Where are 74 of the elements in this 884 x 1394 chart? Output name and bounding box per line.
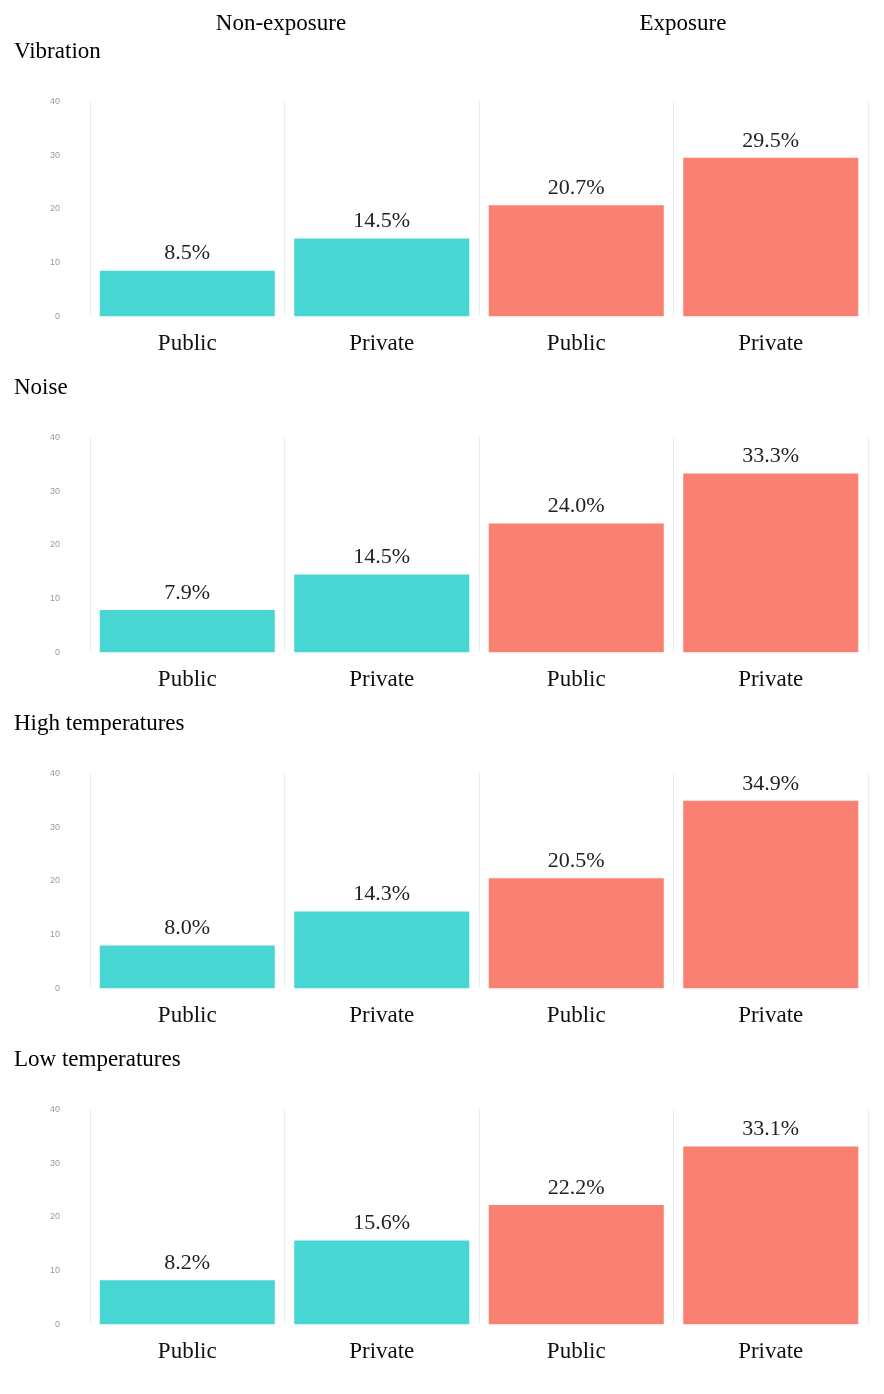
bar (99, 945, 275, 989)
chart-title: Vibration (13, 37, 102, 65)
data-label: 14.5% (353, 543, 411, 569)
x-tick-label: Private (349, 1338, 415, 1364)
y-tick-label: 30 (50, 485, 61, 496)
data-label: 8.5% (164, 239, 211, 265)
y-tick-label: 10 (50, 1265, 61, 1276)
x-tick-label: Private (738, 330, 804, 356)
bar (488, 205, 664, 317)
data-label: 8.0% (164, 914, 211, 940)
chart-title: Noise (13, 373, 69, 401)
data-label: 33.1% (742, 1115, 800, 1141)
bar (294, 911, 470, 989)
data-label: 14.3% (353, 880, 411, 906)
bar (99, 609, 275, 653)
y-tick-label: 0 (55, 1318, 61, 1329)
bar (683, 157, 859, 317)
bar (683, 1146, 859, 1325)
chart-title: High temperatures (13, 709, 186, 737)
bar (294, 1240, 470, 1325)
x-tick-label: Private (349, 1002, 415, 1028)
chart-title: Low temperatures (13, 1045, 182, 1073)
data-label: 15.6% (353, 1209, 411, 1235)
data-label: 20.7% (547, 173, 605, 199)
x-tick-label: Public (546, 1338, 606, 1364)
y-tick-label: 0 (55, 646, 61, 657)
data-label: 22.2% (547, 1173, 605, 1199)
data-label: 20.5% (547, 846, 605, 872)
x-tick-label: Private (349, 666, 415, 692)
bar (683, 473, 859, 653)
data-label: 24.0% (547, 492, 605, 518)
x-tick-label: Private (738, 1002, 804, 1028)
text: Non-exposure (214, 10, 348, 36)
y-tick-label: 10 (50, 929, 61, 940)
data-label: 33.3% (742, 442, 800, 468)
x-tick-label: Public (546, 330, 606, 356)
x-tick-label: Public (546, 1002, 606, 1028)
y-tick-label: 20 (50, 539, 61, 550)
x-tick-label: Public (157, 1338, 217, 1364)
x-tick-label: Private (738, 666, 804, 692)
bar (488, 878, 664, 989)
y-tick-label: 30 (50, 821, 61, 832)
text: Exposure (638, 10, 728, 36)
x-tick-label: Public (157, 330, 217, 356)
bar (294, 238, 470, 317)
y-tick-label: 0 (55, 982, 61, 993)
bar (683, 800, 859, 989)
y-tick-label: 40 (50, 1103, 61, 1114)
bar (488, 523, 664, 653)
x-tick-label: Private (349, 330, 415, 356)
bar (99, 1280, 275, 1325)
data-label: 8.2% (164, 1249, 211, 1275)
y-tick-label: 10 (50, 593, 61, 604)
y-tick-label: 0 (55, 310, 61, 321)
y-tick-label: 40 (50, 95, 61, 106)
x-tick-label: Public (546, 666, 606, 692)
bar (294, 574, 470, 653)
y-tick-label: 40 (50, 431, 61, 442)
x-tick-label: Private (738, 1338, 804, 1364)
data-label: 7.9% (164, 578, 211, 604)
y-tick-label: 10 (50, 257, 61, 268)
y-tick-label: 30 (50, 149, 61, 160)
data-label: 29.5% (742, 126, 800, 152)
y-tick-label: 30 (50, 1157, 61, 1168)
y-tick-label: 20 (50, 203, 61, 214)
bar (488, 1205, 664, 1325)
x-tick-label: Public (157, 666, 217, 692)
bar (99, 270, 275, 317)
y-tick-label: 20 (50, 875, 61, 886)
y-tick-label: 20 (50, 1211, 61, 1222)
x-tick-label: Public (157, 1002, 217, 1028)
data-label: 14.5% (353, 207, 411, 233)
y-tick-label: 40 (50, 767, 61, 778)
data-label: 34.9% (742, 769, 800, 795)
